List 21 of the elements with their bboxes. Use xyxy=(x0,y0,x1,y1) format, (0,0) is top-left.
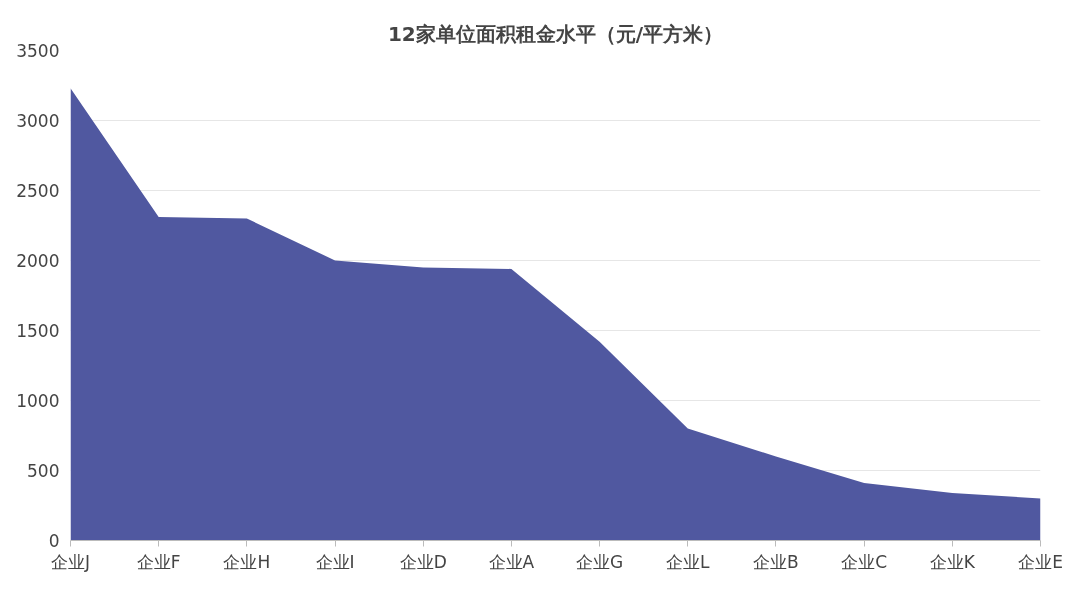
x-tick-label: 企业K xyxy=(929,551,976,572)
x-tick-label: 企业I xyxy=(315,551,355,572)
x-tick-label: 企业C xyxy=(841,551,888,572)
x-tick-label: 企业L xyxy=(666,551,711,572)
y-tick-label: 2000 xyxy=(16,251,60,271)
y-tick-label: 1000 xyxy=(16,391,60,411)
chart-title: 12家单位面积租金水平（元/平方米） xyxy=(387,21,724,46)
y-tick-label: 1500 xyxy=(16,321,60,341)
y-tick-label: 500 xyxy=(27,461,60,481)
y-tick-label: 3500 xyxy=(16,41,60,61)
x-tick-label: 企业A xyxy=(488,551,535,572)
y-tick-label: 2500 xyxy=(16,181,60,201)
x-tick-label: 企业F xyxy=(136,551,181,572)
x-tick-label: 企业D xyxy=(399,551,447,572)
x-tick-label: 企业G xyxy=(576,551,624,572)
x-tick-label: 企业H xyxy=(223,551,271,572)
x-tick-label: 企业E xyxy=(1018,551,1063,572)
x-tick-label: 企业B xyxy=(753,551,799,572)
y-tick-label: 3000 xyxy=(16,111,60,131)
y-tick-label: 0 xyxy=(48,531,60,551)
x-tick-label: 企业J xyxy=(50,551,91,572)
